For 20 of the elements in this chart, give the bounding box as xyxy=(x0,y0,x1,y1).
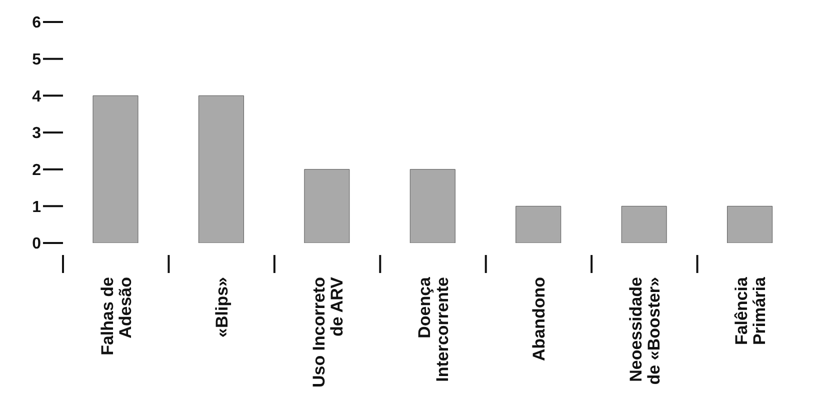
bar xyxy=(621,206,667,243)
y-tick-label: 3 xyxy=(32,125,42,142)
bar xyxy=(304,169,350,243)
y-tick-label: 0 xyxy=(32,236,42,253)
bar xyxy=(198,95,244,243)
y-tick-label: 2 xyxy=(32,162,42,180)
y-tick-label: 6 xyxy=(32,14,42,32)
y-tick-label: 5 xyxy=(32,52,42,69)
y-tick-label: 1 xyxy=(32,198,42,216)
x-tick-label: Abandono xyxy=(530,277,549,362)
x-tick-label: Uso Incorreto de ARV xyxy=(309,276,346,388)
x-tick-label: Neoessidade de «Booster» xyxy=(626,277,664,385)
bar xyxy=(727,206,773,243)
bar xyxy=(410,169,456,243)
x-tick-label: Falência Primária xyxy=(732,276,770,346)
y-tick-label: 4 xyxy=(32,88,42,106)
bar xyxy=(92,95,138,243)
x-tick-label: Falhas de Adesão xyxy=(98,277,135,356)
bar xyxy=(516,206,562,243)
x-tick-label: «Blips» xyxy=(212,277,232,338)
